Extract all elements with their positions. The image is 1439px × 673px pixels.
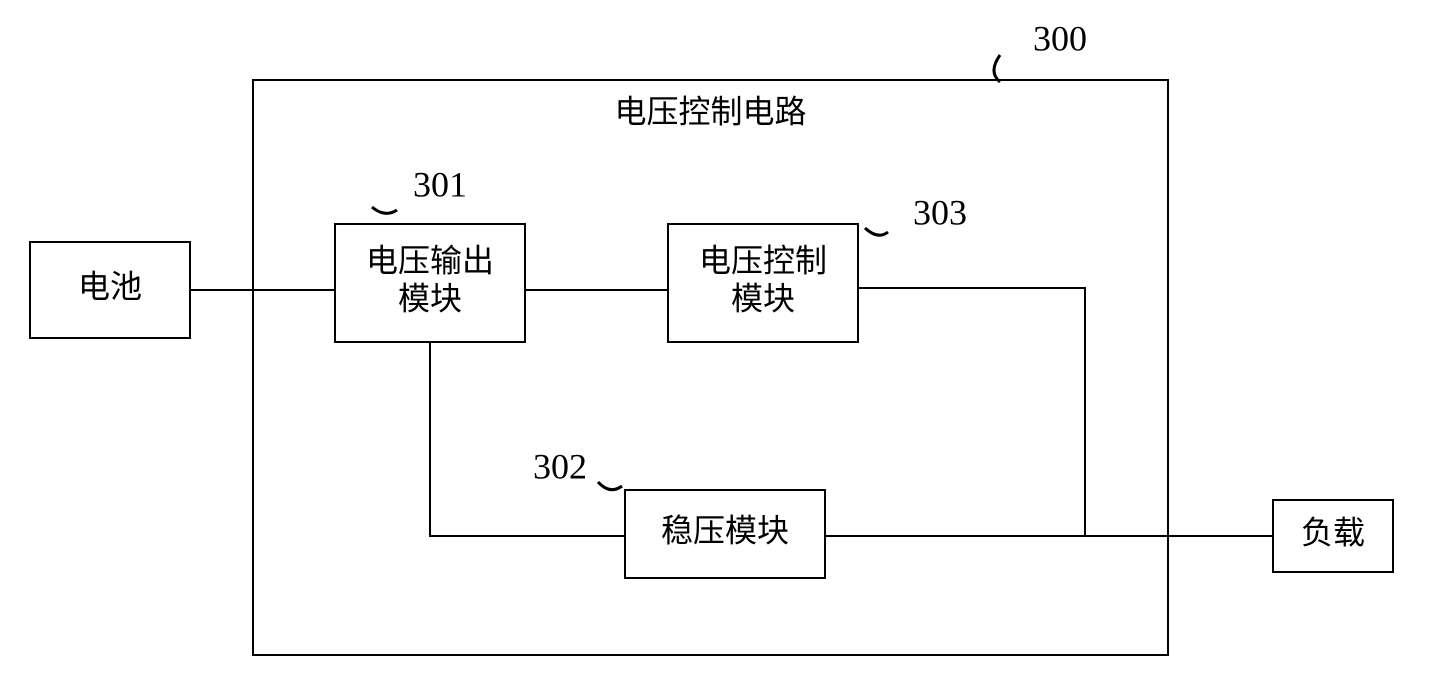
- voltage-control-module-box-text: 模块: [731, 280, 795, 316]
- voltage-output-module-box-text: 电压输出: [366, 242, 494, 278]
- ref-lead-l303: [865, 228, 888, 235]
- container-title: 电压控制电路: [614, 93, 806, 129]
- container-box: [253, 80, 1168, 655]
- ref-lead-l301: [372, 207, 397, 213]
- ref-label-300: 300: [1033, 18, 1087, 58]
- ref-label-301: 301: [413, 164, 467, 204]
- battery-box-text: 电池: [78, 268, 142, 304]
- ref-lead-l302: [598, 482, 622, 490]
- load-box-text: 负载: [1301, 514, 1365, 550]
- ref-label-303: 303: [913, 192, 967, 232]
- ref-label-302: 302: [533, 446, 587, 486]
- voltage-output-module-box-text: 模块: [398, 280, 462, 316]
- connection-2: [858, 288, 1273, 536]
- voltage-control-module-box-text: 电压控制: [699, 242, 827, 278]
- connection-4: [430, 342, 625, 536]
- regulator-module-box-text: 稳压模块: [661, 512, 789, 548]
- diagram-canvas: 电压控制电路电池电压输出模块电压控制模块稳压模块负载300301302303: [0, 0, 1439, 673]
- ref-lead-l300: [994, 55, 1000, 82]
